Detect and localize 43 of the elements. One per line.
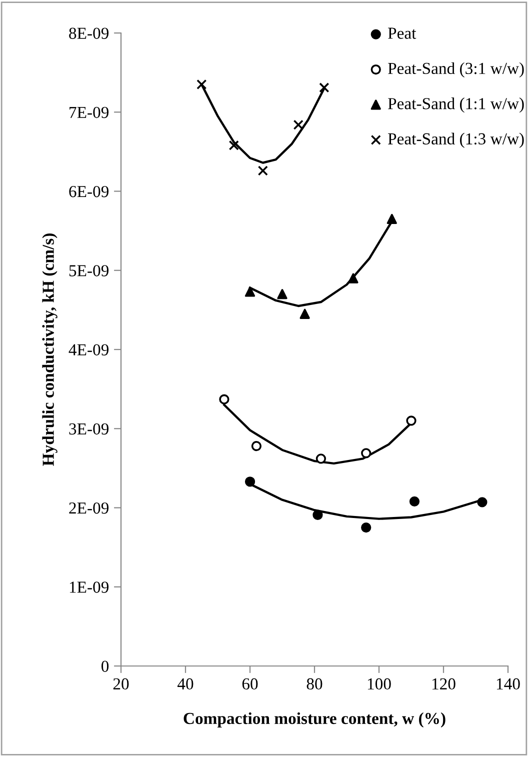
point [277, 289, 288, 300]
point [293, 120, 304, 130]
x-tick-label: 100 [368, 678, 391, 690]
legend-label: Peat-Sand (1:3 w/w) [388, 132, 524, 148]
y-tick-label: 5E-09 [69, 265, 109, 276]
point [219, 394, 230, 404]
point [319, 82, 330, 93]
y-tick-label: 6E-09 [69, 186, 109, 198]
point [228, 140, 239, 150]
x-tick-label: 120 [432, 678, 456, 690]
legend-label: Peat [388, 28, 416, 39]
y-tick-label: 0 [101, 660, 109, 672]
y-tick-label: 3E-09 [69, 423, 109, 435]
point [477, 497, 488, 508]
point [361, 448, 372, 458]
point [300, 308, 310, 319]
y-tick-label: 1E-09 [70, 582, 109, 593]
legend-label: Peat-Sand (3:1 w/w) [388, 62, 524, 78]
y-axis-title: Hydrulic conductivity, kH (cm/s) [42, 234, 58, 466]
point [244, 476, 256, 487]
x-tick-label: 140 [496, 678, 520, 690]
point [258, 166, 268, 176]
x-tick-label: 60 [242, 678, 258, 690]
point [361, 522, 372, 533]
y-tick-label: 4E-09 [68, 344, 109, 356]
point [251, 440, 262, 452]
x-tick-label: 40 [177, 678, 194, 690]
x-tick-label: 80 [306, 678, 322, 690]
point [406, 416, 416, 426]
legend-label: Peat-Sand (1:1 w/w) [388, 98, 524, 113]
point [244, 286, 256, 297]
y-tick-label: 2E-09 [69, 502, 109, 514]
point [196, 79, 207, 90]
point [348, 273, 358, 284]
point [316, 454, 326, 464]
point [409, 496, 420, 506]
x-tick-label: 20 [113, 678, 129, 690]
point [386, 214, 397, 224]
y-tick-label: 7E-09 [70, 106, 109, 118]
line-series [200, 83, 326, 164]
y-tick-label: 8E-09 [69, 28, 109, 39]
point [312, 510, 323, 520]
x-axis-title: Compaction moisture content, w (%) [184, 712, 446, 728]
